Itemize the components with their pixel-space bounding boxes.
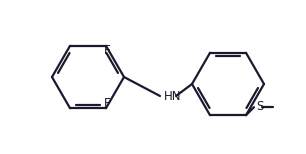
Text: HN: HN: [164, 89, 181, 103]
Text: F: F: [104, 44, 110, 57]
Text: F: F: [104, 97, 110, 110]
Text: S: S: [256, 100, 263, 113]
